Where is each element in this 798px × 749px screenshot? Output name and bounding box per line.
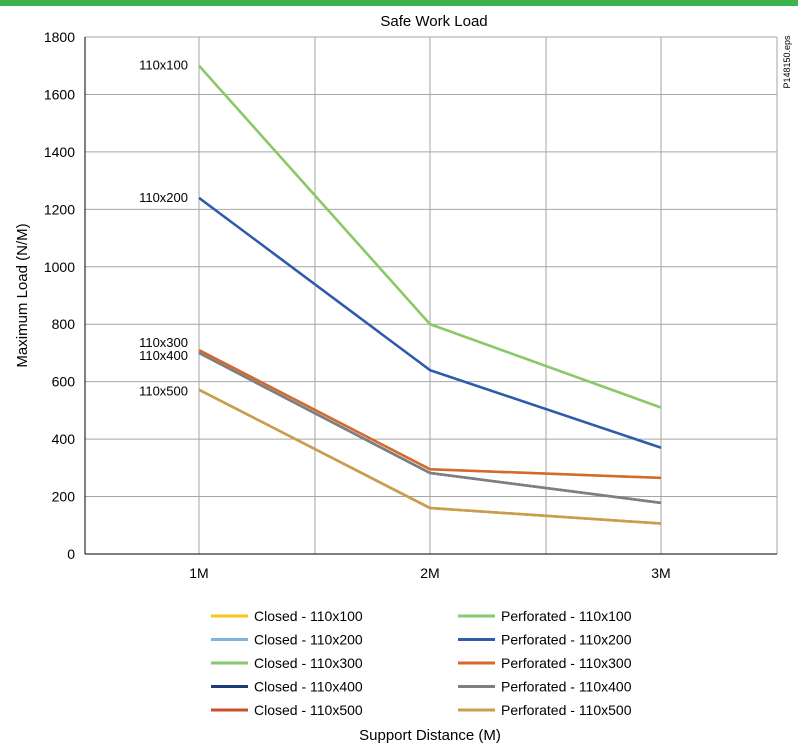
x-tick-label: 1M [189,565,208,581]
x-tick-label: 2M [420,565,439,581]
legend-label: Perforated - 110x500 [501,702,632,718]
series-annotation: 110x200 [139,190,188,205]
y-tick-label: 1400 [44,144,75,160]
x-axis-title: Support Distance (M) [359,727,501,744]
y-tick-label: 400 [52,431,76,447]
legend-label: Closed - 110x100 [254,608,363,624]
brand-accent-bar [0,0,798,6]
y-tick-label: 1800 [44,29,75,45]
legend-label: Closed - 110x300 [254,655,363,671]
legend-label: Perforated - 110x100 [501,608,632,624]
grid-lines [84,36,778,555]
y-axis-title: Maximum Load (N/M) [14,223,31,367]
tick-labels: 0 200 400 600 800 1000 1200 1400 1600 1800 1M 2M 3M [44,29,671,581]
legend-label: Perforated - 110x200 [501,632,632,648]
y-tick-label: 800 [52,316,76,332]
legend-label: Perforated - 110x300 [501,655,632,671]
series-annotation: 110x400 [139,348,188,363]
y-tick-label: 1200 [44,201,75,217]
x-tick-label: 3M [651,565,670,581]
y-tick-label: 600 [52,374,76,390]
legend-label: Closed - 110x200 [254,632,363,648]
series-line [198,196,662,449]
y-tick-label: 0 [67,546,75,562]
series-annotation: 110x300 [139,335,188,350]
legend: Closed - 110x100 Closed - 110x200 Closed -… [211,608,632,718]
legend-label: Perforated - 110x400 [501,679,632,695]
axes [84,37,777,555]
legend-label: Closed - 110x500 [254,702,363,718]
y-tick-label: 1600 [44,86,75,102]
side-note-label: P148150.eps [782,35,792,89]
series-annotation: 110x500 [139,384,188,399]
series-lines [198,64,662,525]
y-tick-label: 1000 [44,259,75,275]
series-line [198,351,662,505]
series-annotation: 110x100 [139,58,188,73]
series-line [198,64,662,409]
chart-title: Safe Work Load [380,13,487,30]
series-line [198,388,662,525]
y-tick-label: 200 [52,489,76,505]
series-line [198,348,662,480]
legend-label: Closed - 110x400 [254,679,363,695]
